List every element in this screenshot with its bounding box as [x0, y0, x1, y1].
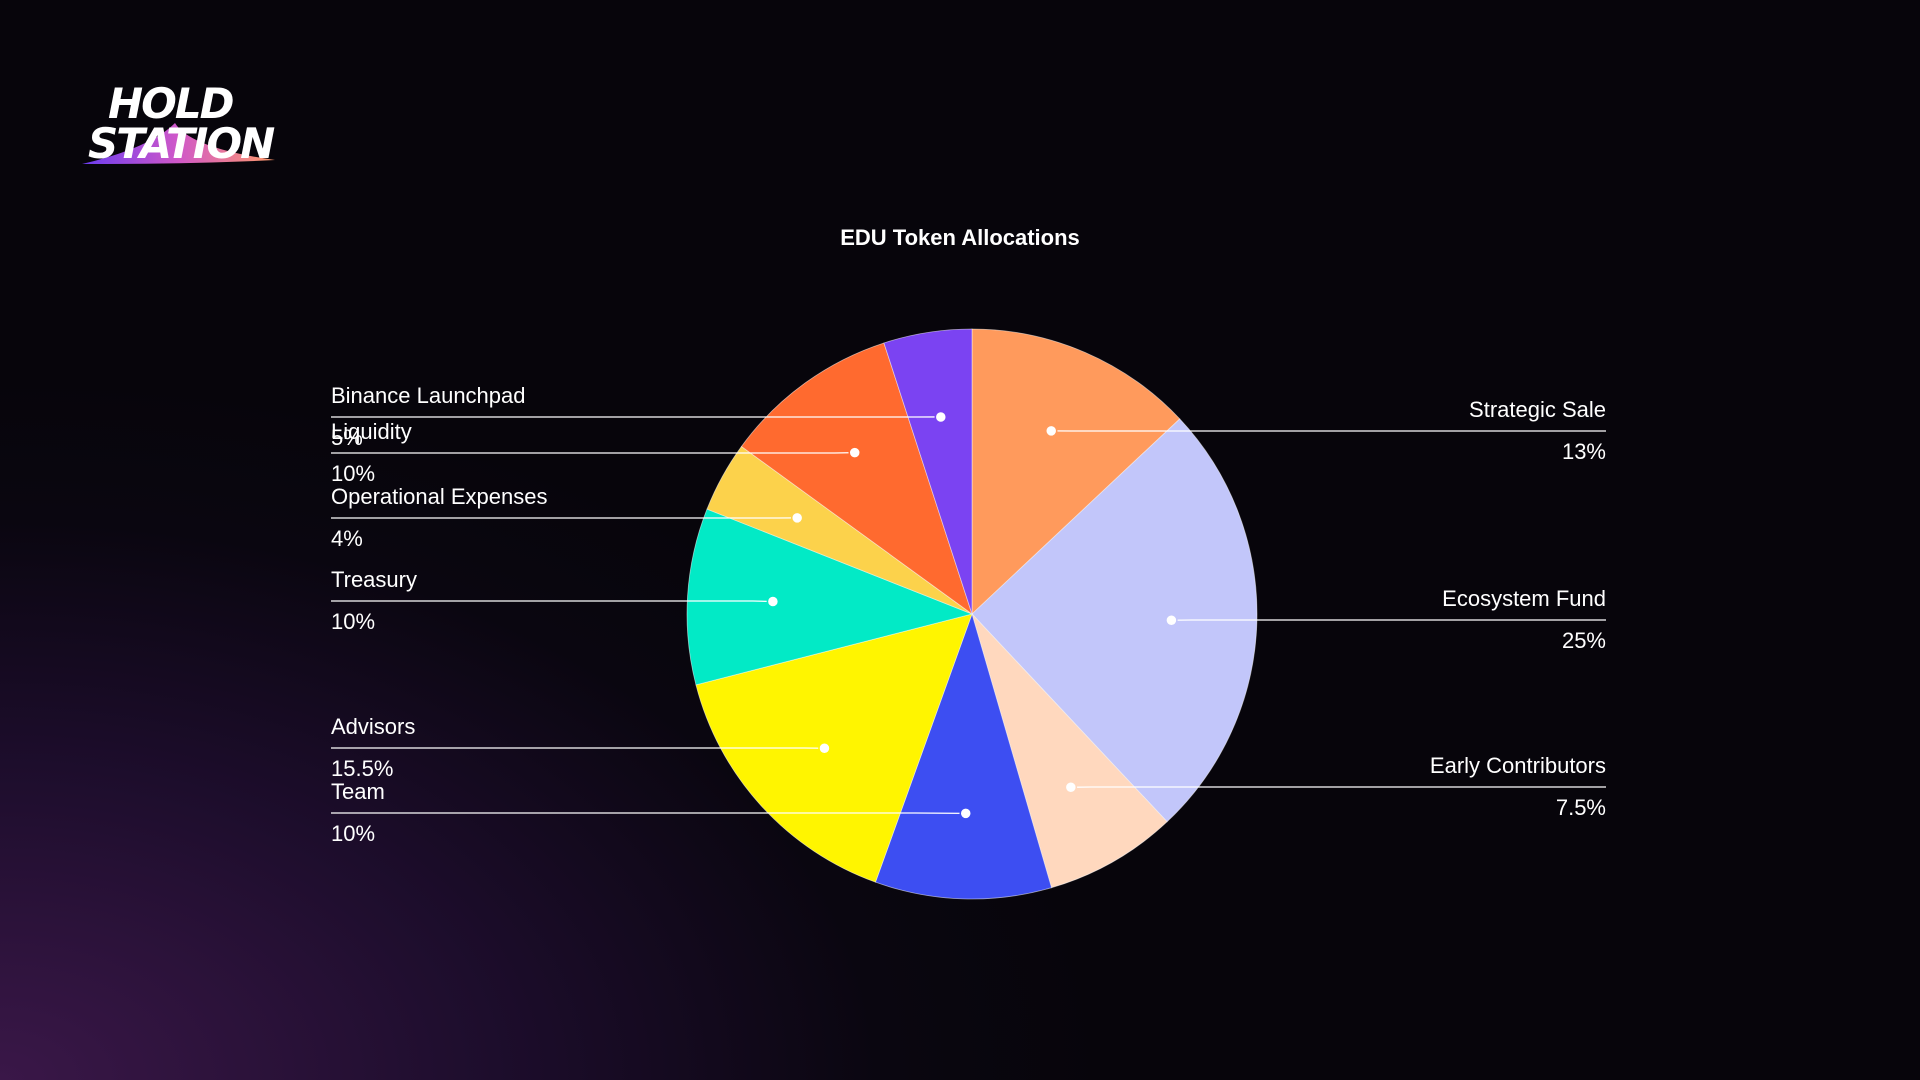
- slice-strategic-sale: [971, 328, 1181, 615]
- leader-dot-early-contributors: [1064, 781, 1078, 794]
- slice-team: [874, 612, 1053, 900]
- label-name-operational-expenses: Operational Expenses: [331, 484, 547, 509]
- label-value-operational-expenses: 4%: [331, 526, 363, 551]
- slice-ecosystem-fund: [971, 418, 1258, 823]
- label-value-ecosystem-fund: 25%: [1562, 628, 1606, 653]
- label-value-strategic-sale: 13%: [1562, 439, 1606, 464]
- label-name-treasury: Treasury: [331, 567, 417, 592]
- label-value-advisors: 15.5%: [331, 756, 393, 781]
- label-value-liquidity: 10%: [331, 461, 375, 486]
- leader-dot-operational-expenses: [790, 511, 804, 525]
- holdstation-logo: HOLD STATION: [82, 79, 277, 168]
- slice-advisors: [695, 613, 973, 883]
- leader-dot-liquidity: [848, 446, 861, 459]
- leader-dot-strategic-sale: [1044, 424, 1058, 438]
- label-value-team: 10%: [331, 821, 375, 846]
- label-name-advisors: Advisors: [331, 714, 415, 739]
- slice-labels: Strategic Sale 13% Ecosystem Fund 25% Early …: [331, 383, 1606, 846]
- slice-early-contributors: [971, 613, 1168, 889]
- label-name-ecosystem-fund: Ecosystem Fund: [1442, 586, 1606, 611]
- label-name-strategic-sale: Strategic Sale: [1469, 397, 1606, 422]
- chart-title: EDU Token Allocations: [840, 225, 1080, 250]
- slice-binance-launchpad: [883, 328, 973, 615]
- label-name-early-contributors: Early Contributors: [1430, 753, 1606, 778]
- leader-dot-advisors: [818, 742, 831, 755]
- slice-liquidity: [740, 342, 973, 616]
- leader-dot-treasury: [766, 595, 780, 608]
- label-name-liquidity: Liquidity: [331, 419, 412, 444]
- label-value-binance-launchpad: 5%: [331, 425, 363, 450]
- leader-dot-ecosystem-fund: [1165, 614, 1178, 627]
- leader-dot-binance-launchpad: [934, 410, 948, 424]
- leader-lines: [331, 410, 1606, 820]
- label-value-treasury: 10%: [331, 609, 375, 634]
- pie-slices: [686, 328, 1258, 900]
- leader-dot-team: [959, 807, 972, 820]
- logo-line-1: HOLD: [108, 79, 234, 128]
- label-name-team: Team: [331, 779, 385, 804]
- logo-line-2: STATION: [88, 119, 275, 168]
- label-name-binance-launchpad: Binance Launchpad: [331, 383, 526, 408]
- slice-treasury: [686, 508, 974, 686]
- label-value-early-contributors: 7.5%: [1556, 795, 1606, 820]
